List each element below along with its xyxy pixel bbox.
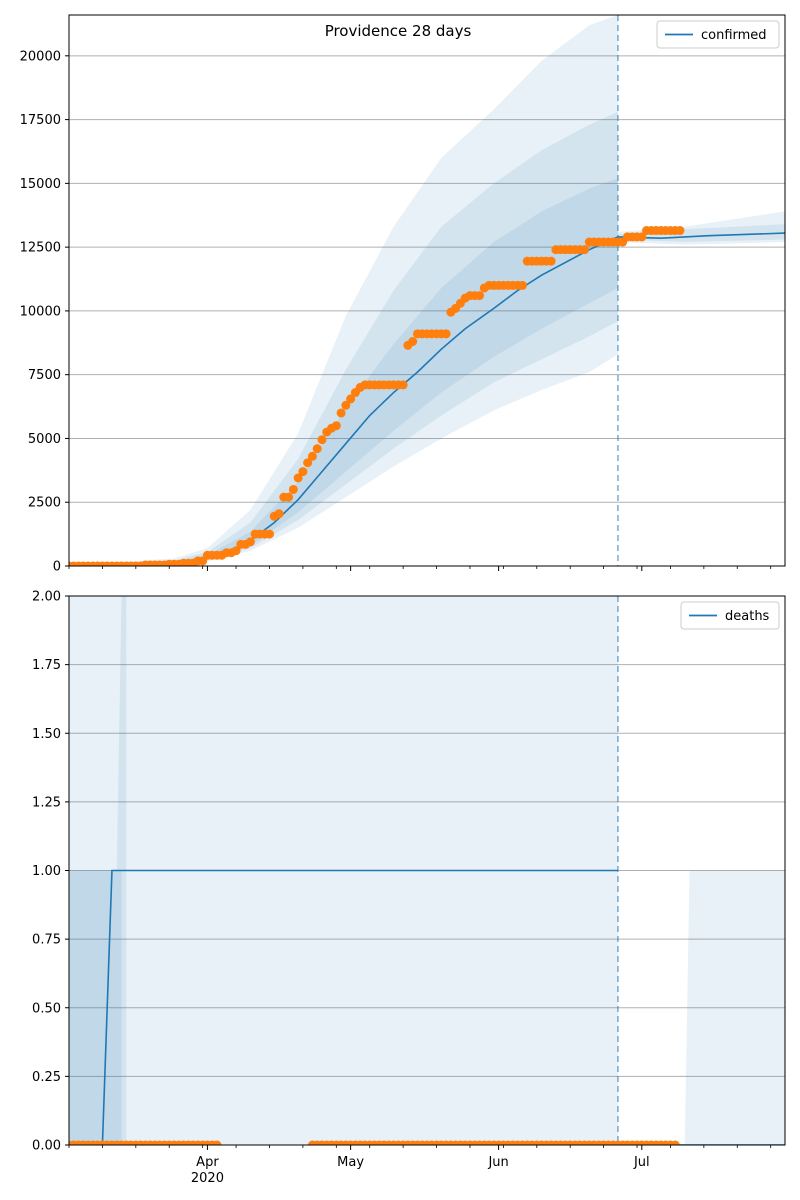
data-point — [331, 421, 341, 431]
y-tick-label: 1.50 — [32, 727, 61, 742]
confidence-band — [69, 596, 127, 1145]
y-tick-label: 15000 — [20, 177, 61, 192]
y-tick-label: 1.00 — [32, 864, 61, 879]
y-tick-label: 0.75 — [32, 933, 61, 948]
confidence-band — [69, 15, 618, 566]
data-point — [212, 1140, 222, 1145]
y-tick-label: 17500 — [20, 113, 61, 128]
x-tick-label: May — [337, 1155, 364, 1170]
y-tick-label: 2.00 — [32, 590, 61, 605]
confidence-band — [69, 111, 618, 566]
y-tick-label: 10000 — [20, 304, 61, 319]
chart-title: Providence 28 days — [325, 22, 472, 40]
data-point — [341, 400, 351, 410]
legend-box — [680, 601, 780, 630]
confidence-band — [69, 870, 122, 1145]
y-tick-label: 0.25 — [32, 1070, 61, 1085]
confirmed-panel: Providence 28 days 0 2500 5000 7500 10000 125… — [20, 14, 786, 575]
y-tick-label: 1.25 — [32, 795, 61, 810]
y-tick-label: 0.00 — [32, 1139, 61, 1154]
data-point — [274, 509, 284, 519]
data-point — [475, 291, 485, 301]
observed-points — [69, 1140, 680, 1145]
x-tick-label: Jul — [633, 1155, 650, 1170]
data-point — [580, 245, 590, 255]
legend-label: confirmed — [701, 28, 767, 43]
legend: deaths — [680, 601, 780, 630]
legend-box — [656, 20, 780, 49]
deaths-panel: 0.00 0.25 0.50 0.75 1.00 1.25 1.50 1.75 2.00 Apr M… — [32, 590, 786, 1186]
plot-area — [69, 596, 785, 1145]
data-point — [408, 337, 418, 347]
y-tick-label: 0 — [53, 560, 61, 575]
data-point — [312, 444, 322, 454]
data-point — [264, 529, 274, 539]
data-point — [293, 473, 303, 483]
axes-frame — [68, 14, 786, 567]
y-tick-label: 2500 — [28, 496, 61, 511]
confidence-band — [69, 178, 618, 566]
data-point — [288, 484, 298, 494]
data-point — [336, 408, 346, 418]
legend: confirmed — [656, 20, 780, 49]
x-tick-label: Jun — [487, 1155, 508, 1170]
series-line — [69, 869, 618, 1145]
data-point — [441, 329, 451, 339]
data-point — [284, 492, 294, 502]
data-point — [675, 226, 685, 236]
confidence-band — [617, 211, 785, 245]
plot-area — [69, 15, 785, 566]
data-point — [245, 537, 255, 547]
y-tick-label: 0.50 — [32, 1001, 61, 1016]
data-point — [517, 280, 527, 290]
confidence-band — [684, 870, 785, 1145]
x-year-label: 2020 — [191, 1171, 224, 1186]
y-tick-label: 12500 — [20, 241, 61, 256]
data-point — [346, 394, 356, 404]
observed-points — [69, 226, 685, 566]
y-tick-label: 20000 — [20, 49, 61, 64]
data-point — [231, 546, 241, 556]
x-tick-label: Apr — [196, 1155, 219, 1170]
data-point — [546, 256, 556, 266]
data-point — [303, 458, 313, 468]
data-point — [298, 467, 308, 477]
data-point — [317, 435, 327, 445]
data-point — [670, 1140, 680, 1145]
data-point — [637, 232, 647, 242]
data-point — [307, 451, 317, 461]
data-point — [398, 380, 408, 390]
y-tick-label: 7500 — [28, 368, 61, 383]
y-tick-label: 1.75 — [32, 658, 61, 673]
legend-label: deaths — [725, 609, 770, 624]
y-tick-label: 5000 — [28, 432, 61, 447]
